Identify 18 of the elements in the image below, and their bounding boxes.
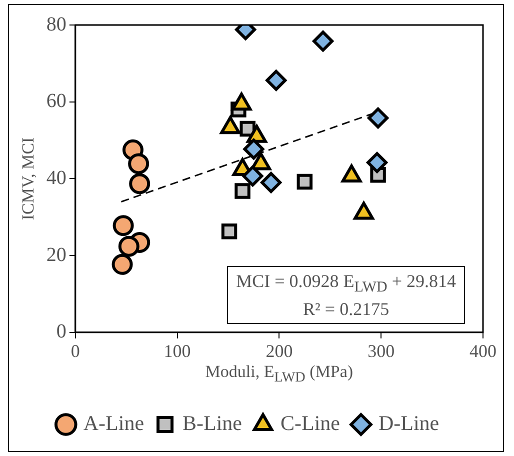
x-tick-label: 300 bbox=[368, 340, 395, 361]
annotation: MCI = 0.0928 E$_{LWD}$ + 29.814 bbox=[236, 270, 456, 296]
legend-label: A-Line bbox=[83, 411, 144, 436]
y-tick-label: 20 bbox=[46, 244, 66, 266]
y-axis-title: ICMV, MCI bbox=[18, 136, 38, 220]
y-tick-label: 40 bbox=[46, 166, 66, 189]
y-tick-label: 0 bbox=[56, 320, 66, 343]
y-tick-label: 60 bbox=[46, 90, 66, 112]
legend-label: C-Line bbox=[280, 411, 340, 436]
x-axis-title: Moduli, E$_{LWD}$ (MPa) bbox=[205, 362, 354, 387]
y-tick-label: 80 bbox=[46, 13, 66, 36]
x-tick-label: 0 bbox=[70, 340, 80, 361]
annotation: R² = 0.2175 bbox=[303, 299, 390, 320]
legend-label: D-Line bbox=[378, 411, 440, 436]
legend-label: B-Line bbox=[182, 411, 242, 436]
x-tick-label: 200 bbox=[266, 340, 293, 361]
x-tick-label: 100 bbox=[164, 340, 191, 361]
x-tick-label: 400 bbox=[470, 340, 496, 361]
